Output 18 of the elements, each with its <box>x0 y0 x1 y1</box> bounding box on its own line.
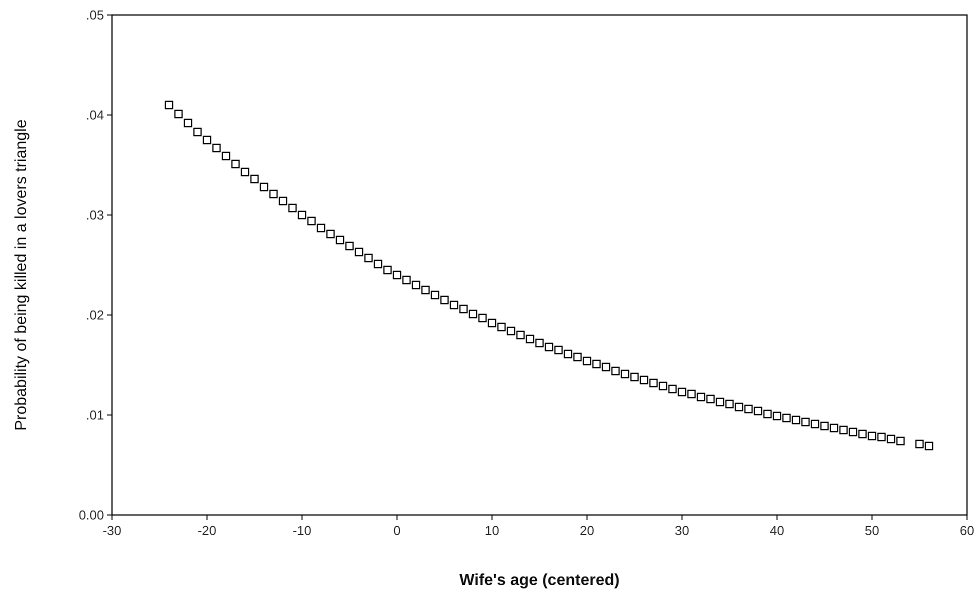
x-tick-label: 50 <box>864 523 880 538</box>
x-tick-label: -10 <box>292 523 312 538</box>
y-tick-label: .02 <box>86 308 104 323</box>
x-axis-title: Wife's age (centered) <box>459 572 620 589</box>
x-tick-label: 30 <box>674 523 690 538</box>
y-tick-label: 0.00 <box>78 508 104 523</box>
y-tick-label: .04 <box>86 108 104 123</box>
x-tick-label: 20 <box>580 523 594 538</box>
x-tick-label: 60 <box>960 523 974 538</box>
x-tick-label: 40 <box>770 523 784 538</box>
x-tick-label: -30 <box>102 523 122 538</box>
x-tick-label: -20 <box>198 523 216 538</box>
y-tick-label: .01 <box>86 408 104 423</box>
y-axis-title: Probability of being killed in a lovers triangle <box>13 119 30 431</box>
y-tick-label: .03 <box>86 208 104 223</box>
y-tick-label: .05 <box>86 8 104 23</box>
x-tick-label: 0 <box>393 523 401 538</box>
x-tick-label: 10 <box>484 523 500 538</box>
